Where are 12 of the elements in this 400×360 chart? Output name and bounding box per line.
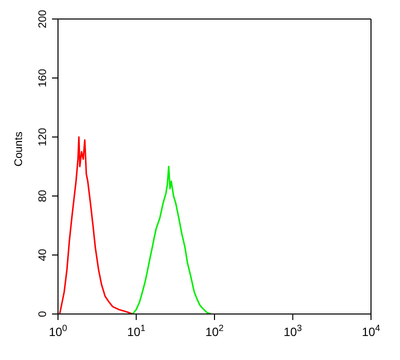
x-tick-label: 10$^{0}$ bbox=[48, 323, 68, 339]
y-tick-label: 160 bbox=[37, 68, 49, 88]
y-axis-title: Counts bbox=[12, 131, 25, 166]
x-tick-label: 10$^{4}$ bbox=[362, 323, 380, 339]
y-tick-label: 120 bbox=[37, 128, 49, 146]
y-tick-label: 0 bbox=[37, 310, 49, 318]
x-tick-label: 10$^{2}$ bbox=[205, 323, 224, 339]
x-tick-label: 10$^{1}$ bbox=[127, 323, 146, 339]
x-tick-label: 10$^{3}$ bbox=[284, 323, 302, 339]
y-tick-label: 200 bbox=[37, 10, 49, 28]
y-tick-label: 80 bbox=[37, 190, 49, 202]
y-tick-label: 40 bbox=[37, 248, 49, 262]
